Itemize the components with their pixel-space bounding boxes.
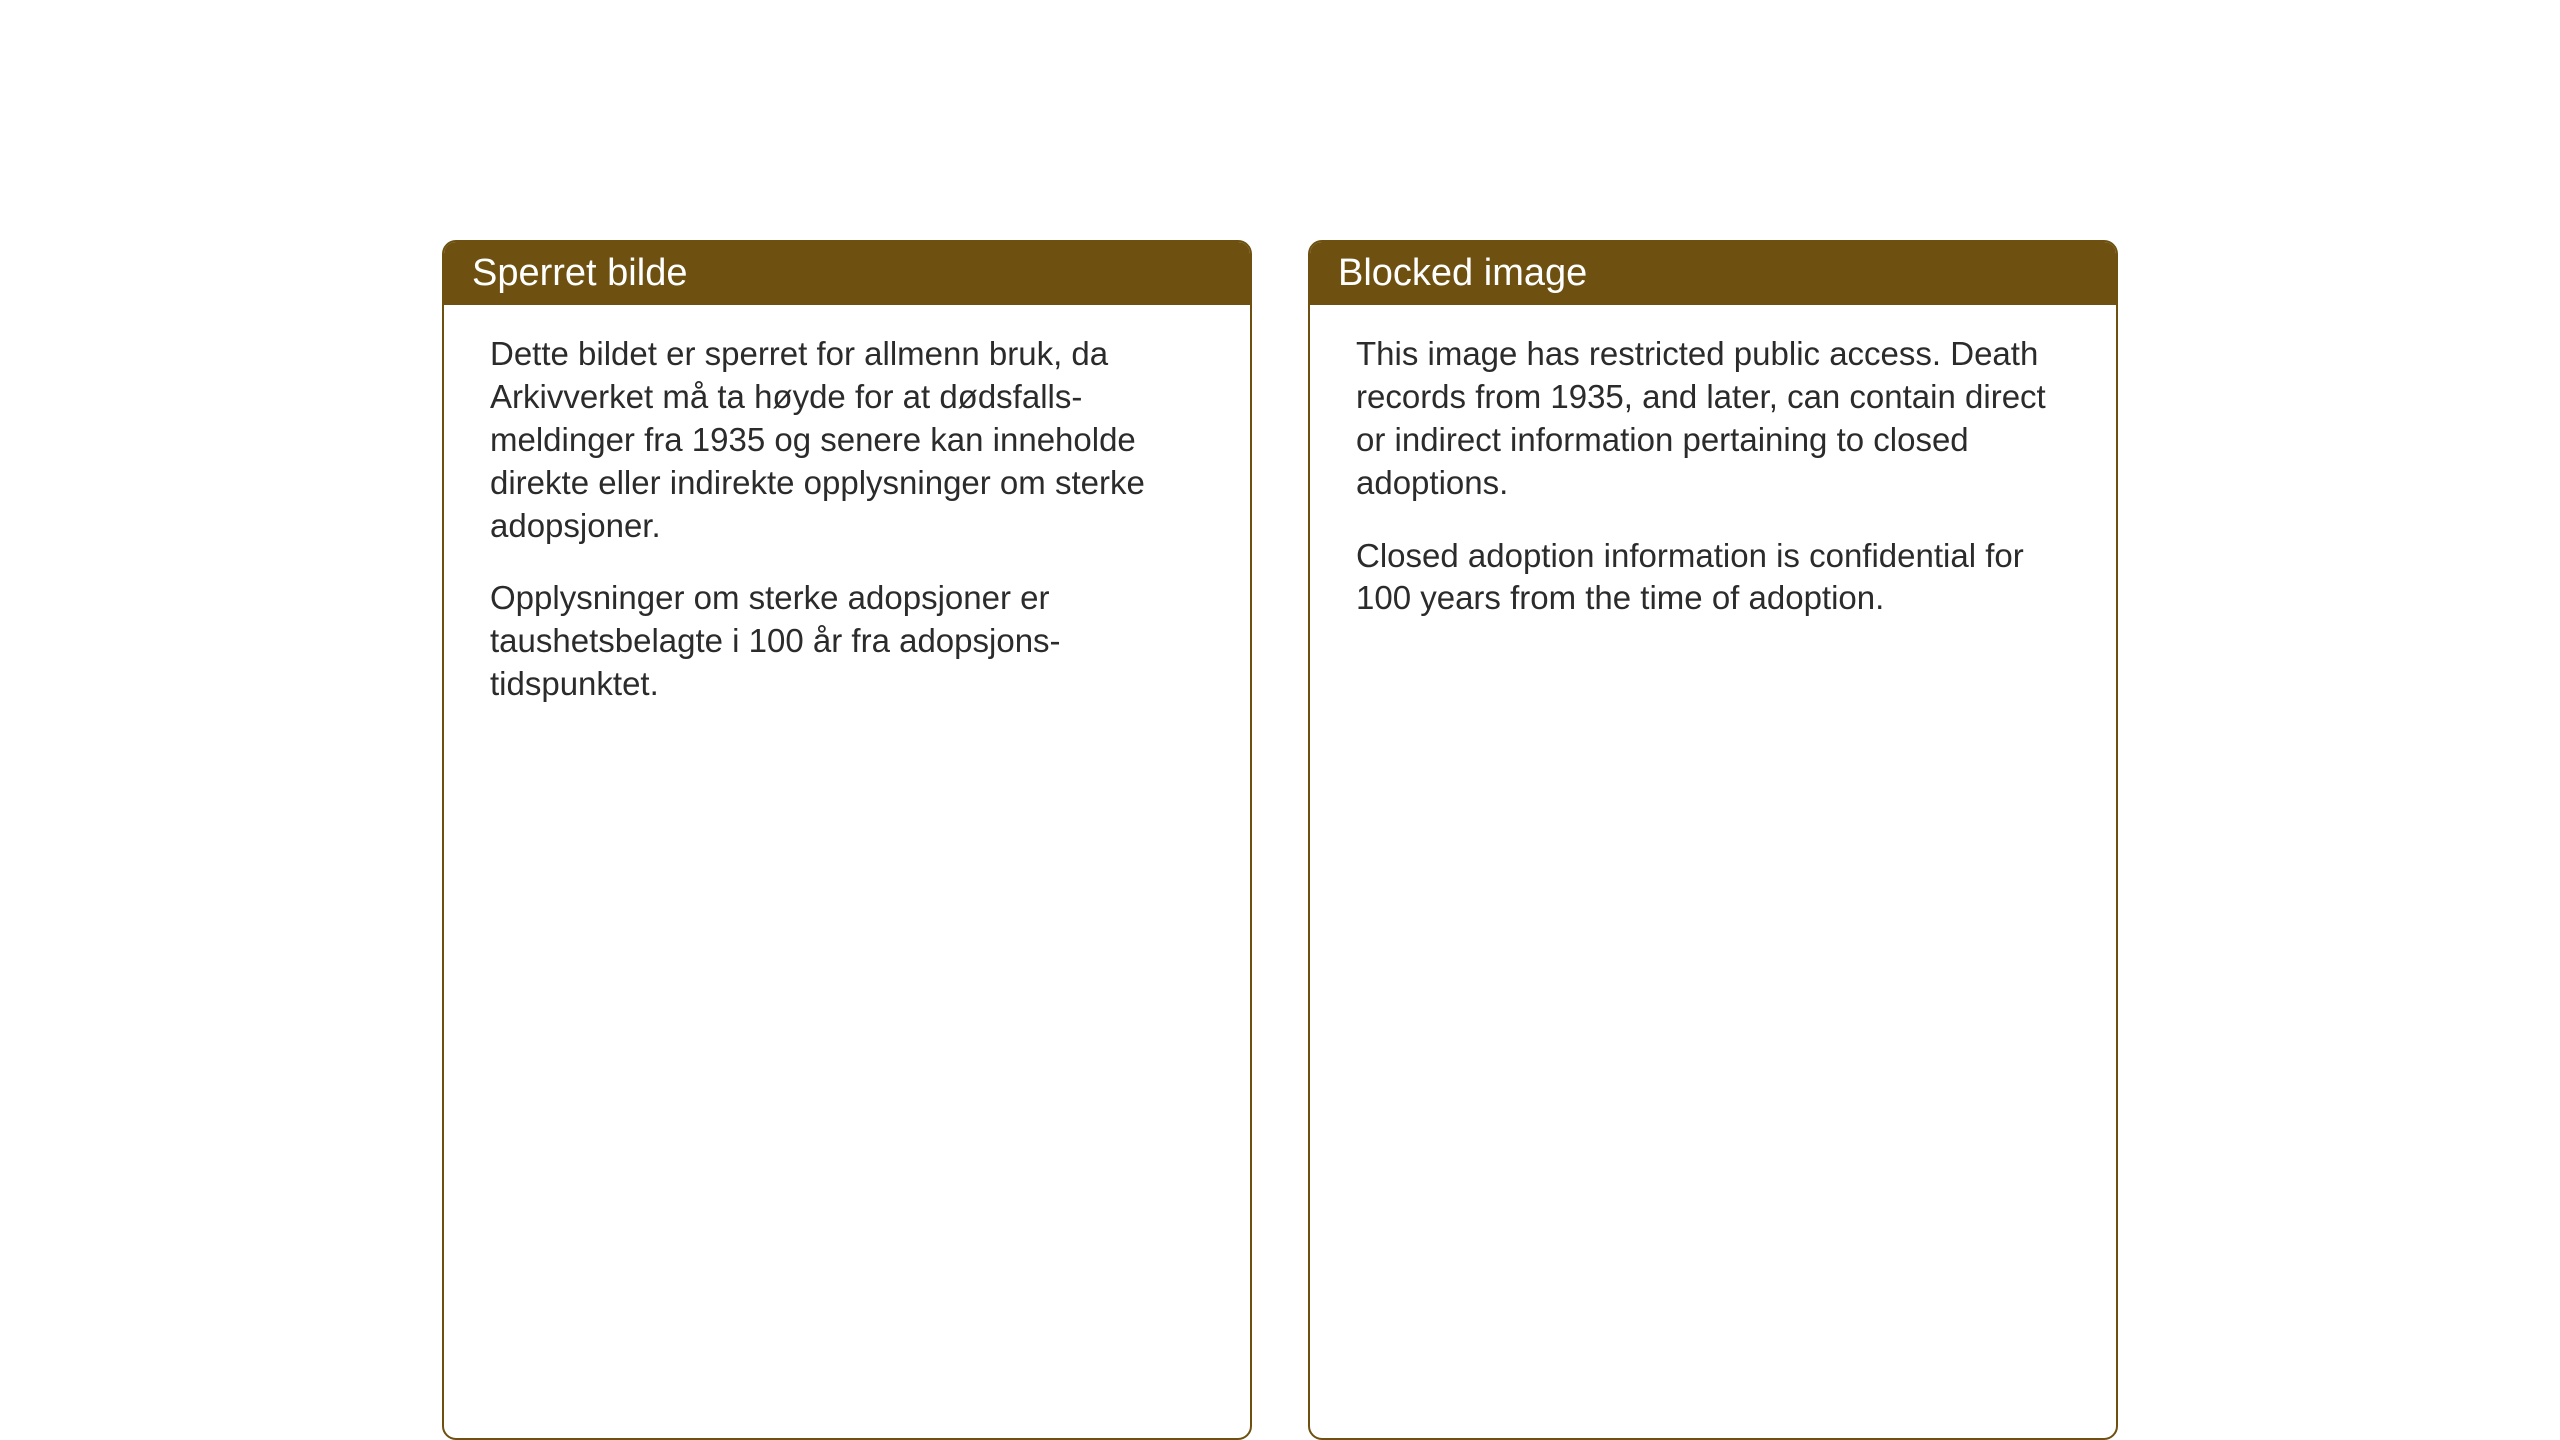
notice-body-english: This image has restricted public access.… [1310, 305, 2116, 656]
notice-paragraph: This image has restricted public access.… [1356, 333, 2070, 505]
notice-box-english: Blocked image This image has restricted … [1308, 240, 2118, 1440]
notice-paragraph: Opplysninger om sterke adopsjoner er tau… [490, 577, 1204, 706]
notice-box-norwegian: Sperret bilde Dette bildet er sperret fo… [442, 240, 1252, 1440]
notice-header-norwegian: Sperret bilde [444, 242, 1250, 305]
notice-body-norwegian: Dette bildet er sperret for allmenn bruk… [444, 305, 1250, 742]
notice-paragraph: Dette bildet er sperret for allmenn bruk… [490, 333, 1204, 547]
notice-paragraph: Closed adoption information is confident… [1356, 535, 2070, 621]
notice-header-english: Blocked image [1310, 242, 2116, 305]
notice-container: Sperret bilde Dette bildet er sperret fo… [442, 240, 2118, 1440]
